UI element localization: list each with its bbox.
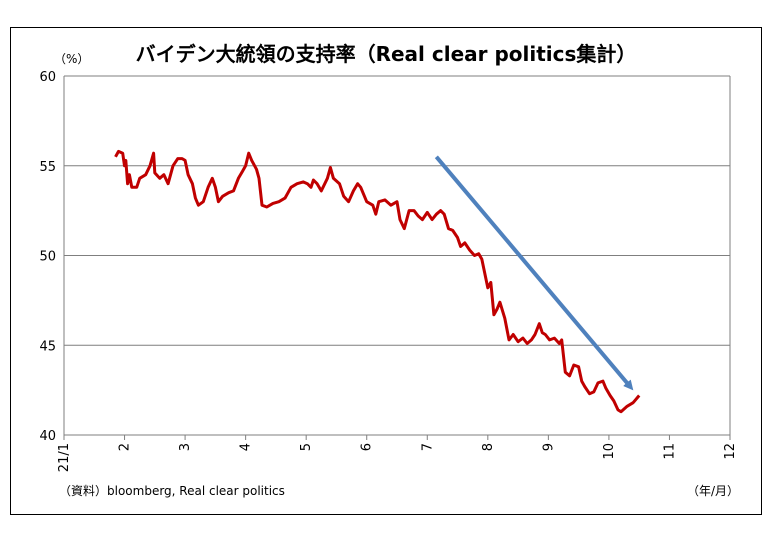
y-tick-label: 50 [39, 250, 56, 265]
y-tick-label: 60 [39, 70, 56, 85]
approval-line [114, 149, 641, 414]
x-tick-label: 21/1 [57, 443, 72, 472]
y-tick-label: 40 [39, 429, 56, 444]
x-axis-unit: （年/月） [687, 484, 739, 498]
y-axis-ticks: 40 45 50 55 60 [39, 70, 56, 444]
gridlines [63, 75, 731, 436]
x-tick-label: 10 [602, 443, 617, 460]
x-axis-ticks: 21/1 2 3 4 5 6 7 8 9 10 11 12 [57, 435, 738, 472]
y-axis-unit: （%） [54, 52, 89, 66]
x-tick-label: 8 [481, 443, 496, 451]
y-tick-label: 55 [39, 160, 56, 175]
x-tick-label: 6 [360, 443, 375, 451]
trend-arrow [434, 155, 634, 391]
approval-rating-chart: バイデン大統領の支持率（Real clear politics集計） （%） 4… [39, 42, 739, 498]
chart-frame: バイデン大統領の支持率（Real clear politics集計） （%） 4… [10, 27, 762, 515]
x-tick-label: 2 [118, 443, 133, 451]
x-tick-label: 9 [541, 443, 556, 451]
y-tick-label: 45 [39, 339, 56, 354]
x-tick-label: 4 [239, 443, 254, 451]
x-tick-label: 5 [299, 443, 314, 451]
annotation-layer [434, 155, 634, 391]
x-tick-label: 12 [723, 443, 738, 460]
x-tick-label: 11 [662, 443, 677, 460]
series-layer [114, 149, 641, 414]
source-note: （資料）bloomberg, Real clear politics [59, 484, 285, 498]
x-tick-label: 7 [420, 443, 435, 451]
chart-title: バイデン大統領の支持率（Real clear politics集計） [136, 42, 637, 66]
x-tick-label: 3 [178, 443, 193, 451]
